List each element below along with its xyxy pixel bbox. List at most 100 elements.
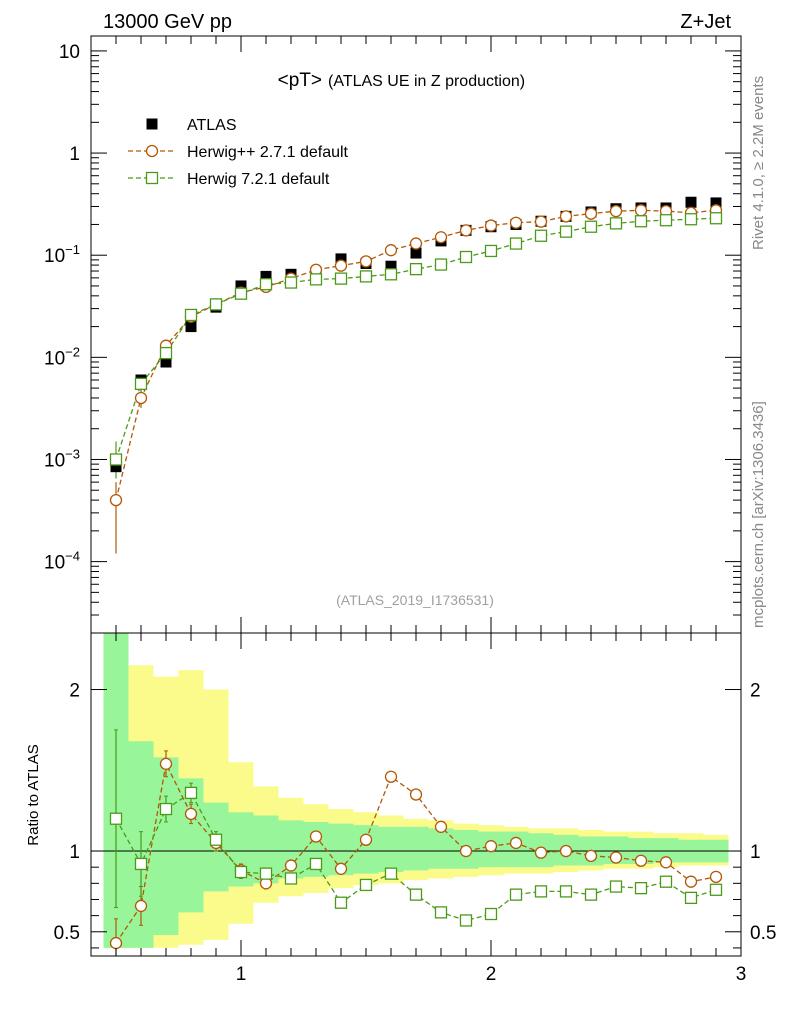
main-point-herwig7 (684, 213, 698, 226)
main-point-atlas (710, 197, 722, 209)
x-tick-label: 3 (736, 964, 747, 985)
ratio-point-herwigpp (134, 899, 148, 913)
main-point-herwig7 (659, 214, 673, 227)
main-point-herwigpp (634, 204, 648, 217)
main-point-herwigpp (409, 237, 423, 250)
ratio-point-herwigpp (159, 757, 173, 770)
main-point-herwig7 (334, 272, 348, 285)
ratio-point-herwigpp (509, 836, 523, 850)
ratio-y-tick-label-right: 0.5 (750, 923, 776, 944)
x-tick-labels: 1 2 3 (236, 964, 747, 985)
ratio-point-herwigpp (584, 849, 598, 863)
ratio-point-herwig7 (184, 786, 198, 800)
main-point-atlas (110, 461, 122, 473)
main-point-herwig7 (159, 346, 173, 360)
ratio-y-tick-label: 2 (69, 681, 80, 702)
ratio-band-inner (103, 633, 729, 948)
ratio-series-layer (109, 729, 723, 956)
ratio-point-herwig7 (409, 888, 423, 901)
main-y-tick-label: 10−1 (44, 242, 80, 267)
main-point-herwigpp (484, 219, 498, 232)
x-tick-label: 1 (236, 964, 247, 985)
ratio-axis-ticks (91, 633, 741, 956)
main-point-atlas (160, 356, 172, 368)
main-point-herwig7 (359, 270, 373, 283)
main-point-atlas (685, 196, 697, 208)
legend-marker (146, 118, 158, 130)
ratio-point-herwig7 (359, 878, 373, 892)
main-y-tick-label: 10−4 (44, 549, 80, 574)
ratio-point-herwig7 (134, 857, 148, 871)
ratio-point-herwig7 (109, 812, 123, 825)
main-point-herwig7 (284, 276, 298, 289)
main-point-herwig7 (184, 308, 198, 322)
mcplots-label: mcplots.cern.ch [arXiv:1306.3436] (750, 401, 767, 628)
main-point-herwig7 (634, 215, 648, 228)
main-y-tick-label: 10−3 (44, 446, 80, 471)
main-point-herwigpp (584, 207, 598, 220)
plot-subtitle: (ATLAS UE in Z production) (328, 73, 525, 90)
ratio-point-herwig7 (234, 865, 248, 879)
main-point-herwig7 (134, 377, 148, 391)
legend-marker (145, 144, 159, 158)
main-point-herwig7 (459, 250, 473, 264)
ratio-point-herwigpp (384, 770, 398, 783)
ratio-point-herwig7 (484, 907, 498, 921)
ratio-point-herwigpp (709, 870, 723, 884)
ratio-point-herwigpp (459, 844, 473, 858)
main-point-herwigpp (109, 493, 123, 507)
ratio-point-herwig7 (534, 885, 548, 898)
main-series-layer (109, 196, 723, 554)
plot-title-text: <pT> (278, 70, 322, 91)
rivet-version-label: Rivet 4.1.0, ≥ 2.2M events (750, 76, 767, 250)
ratio-panel: 0.5 0.5 1 1 2 2 1 2 3 Ratio to ATLAS (25, 632, 777, 985)
main-y-tick-label: 10−2 (44, 344, 80, 369)
ratio-point-herwig7 (634, 882, 648, 895)
main-point-herwig7 (309, 273, 323, 286)
ratio-point-herwigpp (684, 875, 698, 888)
legend-marker (145, 171, 159, 185)
main-point-herwig7 (534, 229, 548, 242)
ratio-point-herwigpp (409, 788, 423, 801)
main-point-atlas (335, 253, 347, 265)
ratio-point-herwig7 (434, 906, 448, 919)
ratio-y-label: Ratio to ATLAS (25, 744, 42, 845)
ratio-point-herwigpp (359, 833, 373, 846)
legend-label: Herwig++ 2.7.1 default (187, 144, 349, 161)
main-point-herwig7 (709, 212, 723, 225)
legend: ATLAS Herwig++ 2.7.1 default Herwig 7.2.1 … (128, 117, 349, 188)
main-point-herwig7 (234, 287, 248, 300)
main-point-herwig7 (559, 225, 573, 238)
ratio-point-herwigpp (559, 844, 573, 858)
ratio-point-herwigpp (184, 807, 198, 821)
main-axis-ticks (91, 36, 741, 634)
ratio-y-tick-labels: 0.5 0.5 1 1 2 2 (54, 681, 777, 944)
ratio-point-herwig7 (159, 802, 173, 816)
ratio-y-tick-label: 0.5 (54, 923, 80, 944)
main-point-atlas (410, 247, 422, 259)
main-point-atlas (235, 280, 247, 292)
ratio-point-herwigpp (659, 856, 673, 869)
ratio-point-herwig7 (209, 833, 223, 846)
main-point-herwigpp (459, 224, 473, 237)
ratio-point-herwigpp (284, 859, 298, 872)
ratio-point-herwig7 (584, 888, 598, 901)
main-point-herwigpp (609, 204, 623, 218)
main-y-tick-label: 10 (59, 42, 80, 63)
ratio-point-herwig7 (709, 883, 723, 896)
ratio-y-tick-label: 1 (69, 842, 80, 863)
main-point-herwigpp (134, 391, 148, 405)
energy-label: 13000 GeV pp (103, 11, 232, 33)
legend-label: ATLAS (187, 117, 237, 134)
main-point-herwig7 (584, 220, 598, 233)
main-point-herwigpp (434, 231, 448, 244)
main-point-herwig7 (259, 278, 273, 291)
main-point-herwigpp (534, 215, 548, 228)
main-point-herwig7 (209, 298, 223, 311)
ratio-point-herwigpp (534, 846, 548, 859)
main-point-atlas (385, 260, 397, 272)
ratio-point-herwigpp (434, 820, 448, 833)
x-tick-label: 2 (486, 964, 497, 985)
ratio-point-herwigpp (609, 851, 623, 864)
